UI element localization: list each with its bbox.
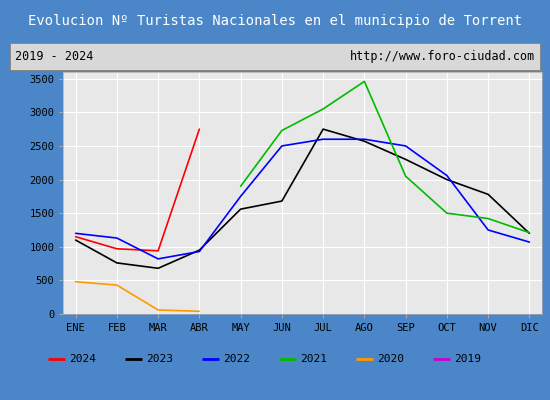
Text: 2023: 2023 [146,354,173,364]
Text: 2024: 2024 [69,354,96,364]
Text: Evolucion Nº Turistas Nacionales en el municipio de Torrent: Evolucion Nº Turistas Nacionales en el m… [28,14,522,28]
Text: 2019 - 2024: 2019 - 2024 [15,50,94,63]
Text: 2021: 2021 [300,354,327,364]
Text: 2020: 2020 [377,354,404,364]
Text: 2019: 2019 [454,354,481,364]
Text: 2022: 2022 [223,354,250,364]
Text: http://www.foro-ciudad.com: http://www.foro-ciudad.com [350,50,535,63]
